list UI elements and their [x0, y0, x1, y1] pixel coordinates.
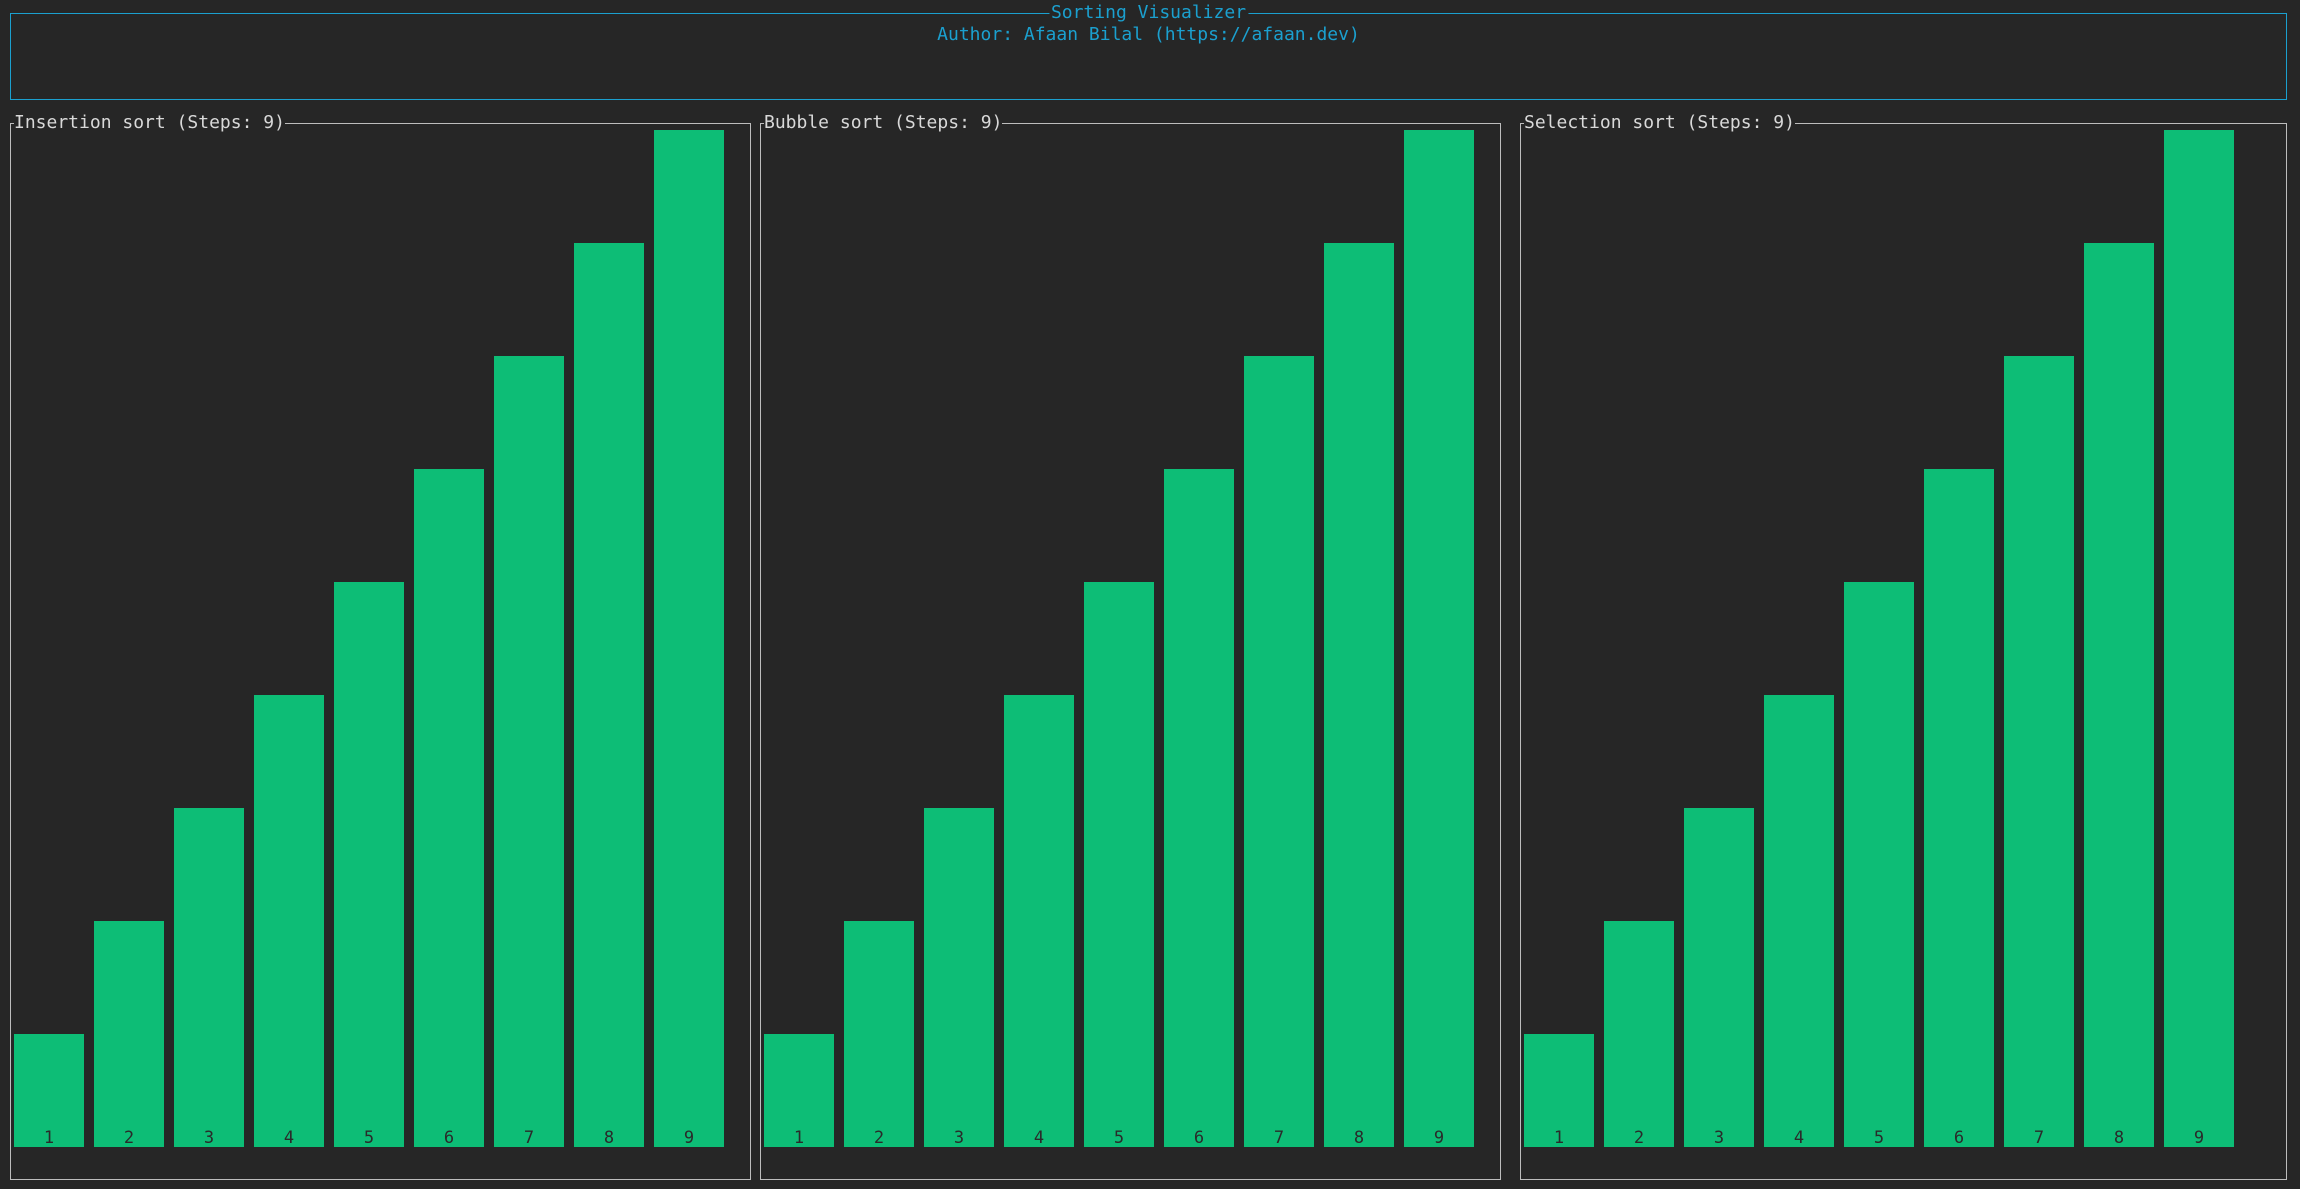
- bar-label-8: 8: [604, 1128, 614, 1148]
- bar-label-2: 2: [124, 1128, 134, 1148]
- bar-label-9: 9: [2194, 1128, 2204, 1148]
- panel-title: Bubble sort (Steps: 9): [764, 112, 1003, 134]
- bar-label-1: 1: [794, 1128, 804, 1148]
- bar-label-2: 2: [874, 1128, 884, 1148]
- bar-5: [334, 582, 404, 1147]
- author-line: Author: Afaan Bilal (https://afaan.dev): [937, 24, 1360, 45]
- panel-selection-sort: Selection sort (Steps: 9) 1 2 3 4 5 6 7 8 9: [1520, 112, 2287, 1180]
- bar-4: [1764, 695, 1834, 1147]
- panel-title: Selection sort (Steps: 9): [1524, 112, 1795, 134]
- bar-label-6: 6: [444, 1128, 454, 1148]
- bar-label-5: 5: [1874, 1128, 1884, 1148]
- bar-label-2: 2: [1634, 1128, 1644, 1148]
- bar-1: [14, 1034, 84, 1147]
- bar-4: [1004, 695, 1074, 1147]
- bar-label-1: 1: [1554, 1128, 1564, 1148]
- insertion-sort-bar-chart: 1 2 3 4 5 6 7 8 9: [14, 130, 724, 1148]
- bar-label-5: 5: [1114, 1128, 1124, 1148]
- bar-2: [844, 921, 914, 1147]
- bar-3: [174, 808, 244, 1147]
- bar-4: [254, 695, 324, 1147]
- panel-insertion-sort: Insertion sort (Steps: 9) 1 2 3 4 5 6 7 8 9: [10, 112, 751, 1180]
- bar-6: [1164, 469, 1234, 1147]
- bar-6: [1924, 469, 1994, 1147]
- app-title: Sorting Visualizer: [1048, 2, 1249, 24]
- bar-label-1: 1: [44, 1128, 54, 1148]
- bar-label-8: 8: [1354, 1128, 1364, 1148]
- bar-1: [764, 1034, 834, 1147]
- bar-label-7: 7: [1274, 1128, 1284, 1148]
- bar-5: [1844, 582, 1914, 1147]
- bar-3: [1684, 808, 1754, 1147]
- bar-label-4: 4: [1034, 1128, 1044, 1148]
- selection-sort-bar-chart: 1 2 3 4 5 6 7 8 9: [1524, 130, 2234, 1148]
- panel-title: Insertion sort (Steps: 9): [14, 112, 285, 134]
- bar-label-6: 6: [1194, 1128, 1204, 1148]
- bar-label-9: 9: [684, 1128, 694, 1148]
- bar-7: [2004, 356, 2074, 1147]
- bar-5: [1084, 582, 1154, 1147]
- bar-label-7: 7: [2034, 1128, 2044, 1148]
- bar-label-9: 9: [1434, 1128, 1444, 1148]
- bar-9: [1404, 130, 1474, 1147]
- bar-label-4: 4: [284, 1128, 294, 1148]
- bar-label-3: 3: [204, 1128, 214, 1148]
- bar-9: [654, 130, 724, 1147]
- bar-8: [2084, 243, 2154, 1147]
- bar-2: [1604, 921, 1674, 1147]
- bar-1: [1524, 1034, 1594, 1147]
- bar-label-3: 3: [954, 1128, 964, 1148]
- bar-label-8: 8: [2114, 1128, 2124, 1148]
- bar-label-5: 5: [364, 1128, 374, 1148]
- bar-label-6: 6: [1954, 1128, 1964, 1148]
- bar-9: [2164, 130, 2234, 1147]
- bar-8: [574, 243, 644, 1147]
- panel-bubble-sort: Bubble sort (Steps: 9) 1 2 3 4 5 6 7 8 9: [760, 112, 1501, 1180]
- bar-6: [414, 469, 484, 1147]
- bubble-sort-bar-chart: 1 2 3 4 5 6 7 8 9: [764, 130, 1474, 1148]
- bar-8: [1324, 243, 1394, 1147]
- bar-label-4: 4: [1794, 1128, 1804, 1148]
- bar-7: [1244, 356, 1314, 1147]
- bar-label-3: 3: [1714, 1128, 1724, 1148]
- bar-3: [924, 808, 994, 1147]
- bar-7: [494, 356, 564, 1147]
- bar-2: [94, 921, 164, 1147]
- header-box: Sorting Visualizer Author: Afaan Bilal (…: [10, 2, 2287, 100]
- bar-label-7: 7: [524, 1128, 534, 1148]
